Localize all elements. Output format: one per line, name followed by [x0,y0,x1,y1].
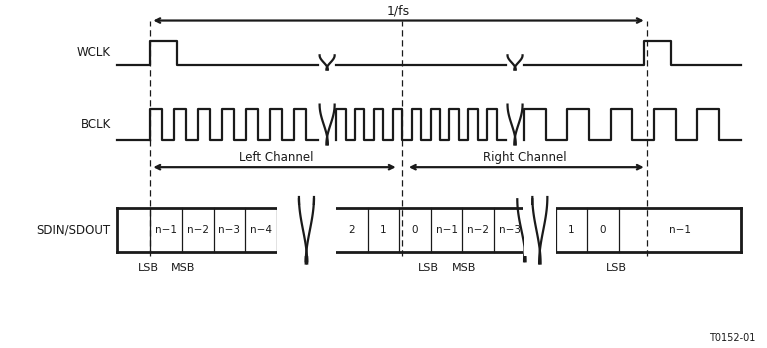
Text: n−1: n−1 [669,225,690,235]
Text: n−1: n−1 [155,225,177,235]
Text: n−1: n−1 [436,225,458,235]
Bar [524,205,555,256]
Text: n−4: n−4 [250,225,272,235]
Text: MSB: MSB [171,263,196,273]
Bar [277,205,336,256]
Bar [278,206,335,254]
Text: T0152-01: T0152-01 [709,333,755,343]
Text: Right Channel: Right Channel [482,151,566,165]
Text: 2: 2 [537,225,543,235]
Text: n−3: n−3 [499,225,521,235]
Text: 0: 0 [412,225,418,235]
Text: MSB: MSB [452,263,476,273]
Bar [523,206,526,254]
Text: LSB: LSB [606,263,627,273]
Text: LSB: LSB [138,263,159,273]
Text: LSB: LSB [418,263,439,273]
Text: 1: 1 [568,225,574,235]
Text: BCLK: BCLK [81,118,110,131]
Text: n−3: n−3 [219,225,240,235]
Text: 0: 0 [600,225,606,235]
Text: n−2: n−2 [187,225,209,235]
Text: 1/fs: 1/fs [387,5,410,18]
Text: WCLK: WCLK [77,46,110,60]
Text: 2: 2 [349,225,355,235]
Text: 1: 1 [380,225,387,235]
Text: n−2: n−2 [467,225,489,235]
Text: SDIN/SDOUT: SDIN/SDOUT [37,224,110,237]
Text: Left Channel: Left Channel [239,151,314,165]
